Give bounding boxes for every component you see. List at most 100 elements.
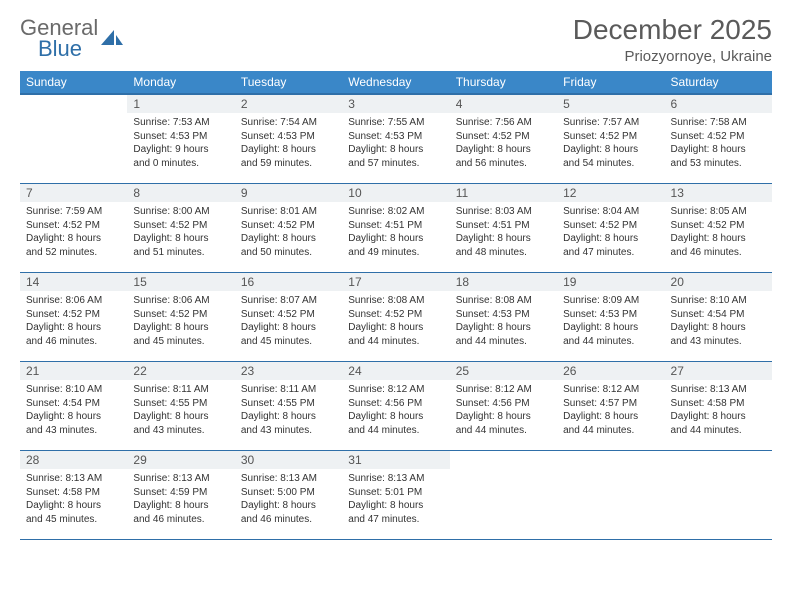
day-number: 31 (342, 451, 449, 469)
calendar-day-cell: 10Sunrise: 8:02 AMSunset: 4:51 PMDayligh… (342, 184, 449, 273)
day-details: Sunrise: 7:56 AMSunset: 4:52 PMDaylight:… (450, 113, 557, 174)
calendar-day-cell: 27Sunrise: 8:13 AMSunset: 4:58 PMDayligh… (665, 362, 772, 451)
day-number: 19 (557, 273, 664, 291)
calendar-day-cell: 8Sunrise: 8:00 AMSunset: 4:52 PMDaylight… (127, 184, 234, 273)
calendar-day-cell: 5Sunrise: 7:57 AMSunset: 4:52 PMDaylight… (557, 94, 664, 184)
day-details: Sunrise: 7:54 AMSunset: 4:53 PMDaylight:… (235, 113, 342, 174)
calendar-day-cell: 18Sunrise: 8:08 AMSunset: 4:53 PMDayligh… (450, 273, 557, 362)
calendar-day-cell (20, 94, 127, 184)
day-number: 13 (665, 184, 772, 202)
day-number: 29 (127, 451, 234, 469)
day-details: Sunrise: 8:06 AMSunset: 4:52 PMDaylight:… (127, 291, 234, 352)
calendar-week-row: 21Sunrise: 8:10 AMSunset: 4:54 PMDayligh… (20, 362, 772, 451)
day-details: Sunrise: 8:12 AMSunset: 4:56 PMDaylight:… (450, 380, 557, 441)
calendar-week-row: 7Sunrise: 7:59 AMSunset: 4:52 PMDaylight… (20, 184, 772, 273)
weekday-header: Friday (557, 71, 664, 94)
day-details: Sunrise: 8:01 AMSunset: 4:52 PMDaylight:… (235, 202, 342, 263)
calendar-day-cell: 28Sunrise: 8:13 AMSunset: 4:58 PMDayligh… (20, 451, 127, 540)
weekday-header: Saturday (665, 71, 772, 94)
day-number: 21 (20, 362, 127, 380)
day-details: Sunrise: 8:11 AMSunset: 4:55 PMDaylight:… (127, 380, 234, 441)
calendar-day-cell: 14Sunrise: 8:06 AMSunset: 4:52 PMDayligh… (20, 273, 127, 362)
day-details: Sunrise: 7:55 AMSunset: 4:53 PMDaylight:… (342, 113, 449, 174)
calendar-week-row: 28Sunrise: 8:13 AMSunset: 4:58 PMDayligh… (20, 451, 772, 540)
weekday-header: Wednesday (342, 71, 449, 94)
calendar-day-cell: 9Sunrise: 8:01 AMSunset: 4:52 PMDaylight… (235, 184, 342, 273)
brand-word-2: Blue (38, 39, 98, 60)
day-details: Sunrise: 7:53 AMSunset: 4:53 PMDaylight:… (127, 113, 234, 174)
calendar-day-cell: 22Sunrise: 8:11 AMSunset: 4:55 PMDayligh… (127, 362, 234, 451)
calendar-day-cell: 2Sunrise: 7:54 AMSunset: 4:53 PMDaylight… (235, 94, 342, 184)
day-number: 5 (557, 95, 664, 113)
brand-logo: General Blue (20, 18, 124, 60)
calendar-day-cell: 21Sunrise: 8:10 AMSunset: 4:54 PMDayligh… (20, 362, 127, 451)
day-details: Sunrise: 8:13 AMSunset: 4:58 PMDaylight:… (20, 469, 127, 530)
day-number: 18 (450, 273, 557, 291)
day-number: 7 (20, 184, 127, 202)
day-number: 4 (450, 95, 557, 113)
calendar-day-cell: 12Sunrise: 8:04 AMSunset: 4:52 PMDayligh… (557, 184, 664, 273)
day-details: Sunrise: 8:03 AMSunset: 4:51 PMDaylight:… (450, 202, 557, 263)
day-number: 27 (665, 362, 772, 380)
day-details: Sunrise: 8:09 AMSunset: 4:53 PMDaylight:… (557, 291, 664, 352)
day-details: Sunrise: 8:11 AMSunset: 4:55 PMDaylight:… (235, 380, 342, 441)
calendar-day-cell: 17Sunrise: 8:08 AMSunset: 4:52 PMDayligh… (342, 273, 449, 362)
calendar-day-cell: 6Sunrise: 7:58 AMSunset: 4:52 PMDaylight… (665, 94, 772, 184)
day-details: Sunrise: 8:13 AMSunset: 4:58 PMDaylight:… (665, 380, 772, 441)
title-month: December 2025 (573, 14, 772, 46)
day-number: 17 (342, 273, 449, 291)
day-details: Sunrise: 8:02 AMSunset: 4:51 PMDaylight:… (342, 202, 449, 263)
day-details: Sunrise: 8:12 AMSunset: 4:57 PMDaylight:… (557, 380, 664, 441)
calendar-day-cell: 1Sunrise: 7:53 AMSunset: 4:53 PMDaylight… (127, 94, 234, 184)
calendar-day-cell: 15Sunrise: 8:06 AMSunset: 4:52 PMDayligh… (127, 273, 234, 362)
day-number: 30 (235, 451, 342, 469)
day-number: 14 (20, 273, 127, 291)
day-details: Sunrise: 8:08 AMSunset: 4:52 PMDaylight:… (342, 291, 449, 352)
calendar-week-row: 14Sunrise: 8:06 AMSunset: 4:52 PMDayligh… (20, 273, 772, 362)
calendar-day-cell (450, 451, 557, 540)
day-number: 6 (665, 95, 772, 113)
day-number: 9 (235, 184, 342, 202)
day-number (557, 451, 664, 469)
day-details: Sunrise: 8:05 AMSunset: 4:52 PMDaylight:… (665, 202, 772, 263)
day-number: 25 (450, 362, 557, 380)
day-number: 1 (127, 95, 234, 113)
day-number: 24 (342, 362, 449, 380)
day-details: Sunrise: 8:00 AMSunset: 4:52 PMDaylight:… (127, 202, 234, 263)
calendar-day-cell: 11Sunrise: 8:03 AMSunset: 4:51 PMDayligh… (450, 184, 557, 273)
day-details: Sunrise: 7:59 AMSunset: 4:52 PMDaylight:… (20, 202, 127, 263)
calendar-day-cell: 4Sunrise: 7:56 AMSunset: 4:52 PMDaylight… (450, 94, 557, 184)
weekday-header: Sunday (20, 71, 127, 94)
calendar-day-cell: 13Sunrise: 8:05 AMSunset: 4:52 PMDayligh… (665, 184, 772, 273)
calendar-day-cell: 25Sunrise: 8:12 AMSunset: 4:56 PMDayligh… (450, 362, 557, 451)
day-details: Sunrise: 8:04 AMSunset: 4:52 PMDaylight:… (557, 202, 664, 263)
day-number: 8 (127, 184, 234, 202)
calendar-day-cell: 7Sunrise: 7:59 AMSunset: 4:52 PMDaylight… (20, 184, 127, 273)
calendar-table: SundayMondayTuesdayWednesdayThursdayFrid… (20, 71, 772, 540)
calendar-body: 1Sunrise: 7:53 AMSunset: 4:53 PMDaylight… (20, 94, 772, 540)
day-details: Sunrise: 8:13 AMSunset: 4:59 PMDaylight:… (127, 469, 234, 530)
day-details: Sunrise: 7:58 AMSunset: 4:52 PMDaylight:… (665, 113, 772, 174)
calendar-day-cell: 31Sunrise: 8:13 AMSunset: 5:01 PMDayligh… (342, 451, 449, 540)
calendar-day-cell: 3Sunrise: 7:55 AMSunset: 4:53 PMDaylight… (342, 94, 449, 184)
day-details: Sunrise: 8:13 AMSunset: 5:00 PMDaylight:… (235, 469, 342, 530)
title-block: December 2025 Priozyornoye, Ukraine (573, 14, 772, 65)
day-number (20, 95, 127, 113)
calendar-day-cell: 30Sunrise: 8:13 AMSunset: 5:00 PMDayligh… (235, 451, 342, 540)
calendar-day-cell: 24Sunrise: 8:12 AMSunset: 4:56 PMDayligh… (342, 362, 449, 451)
day-number: 15 (127, 273, 234, 291)
day-number: 16 (235, 273, 342, 291)
calendar-day-cell: 20Sunrise: 8:10 AMSunset: 4:54 PMDayligh… (665, 273, 772, 362)
calendar-day-cell: 23Sunrise: 8:11 AMSunset: 4:55 PMDayligh… (235, 362, 342, 451)
day-details: Sunrise: 8:07 AMSunset: 4:52 PMDaylight:… (235, 291, 342, 352)
day-details: Sunrise: 8:10 AMSunset: 4:54 PMDaylight:… (20, 380, 127, 441)
day-number: 2 (235, 95, 342, 113)
weekday-header: Tuesday (235, 71, 342, 94)
day-number (450, 451, 557, 469)
day-details: Sunrise: 8:12 AMSunset: 4:56 PMDaylight:… (342, 380, 449, 441)
day-number: 23 (235, 362, 342, 380)
day-details: Sunrise: 8:13 AMSunset: 5:01 PMDaylight:… (342, 469, 449, 530)
day-number: 11 (450, 184, 557, 202)
calendar-day-cell: 19Sunrise: 8:09 AMSunset: 4:53 PMDayligh… (557, 273, 664, 362)
day-details: Sunrise: 8:08 AMSunset: 4:53 PMDaylight:… (450, 291, 557, 352)
